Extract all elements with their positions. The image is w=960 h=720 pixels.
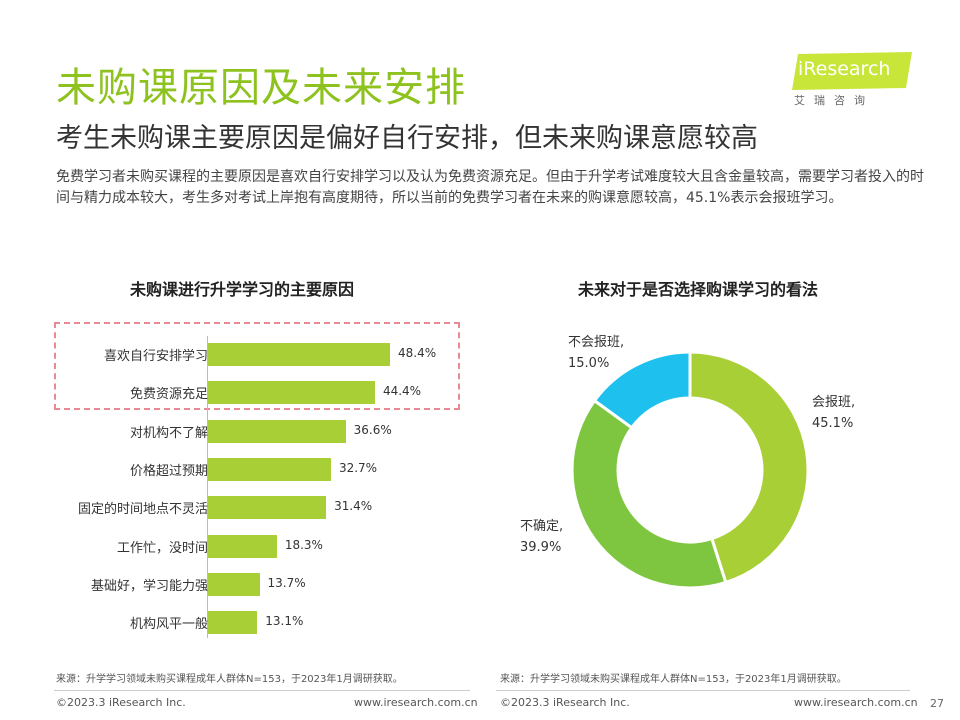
bar-value-label: 36.6% — [353, 422, 392, 437]
bar — [208, 572, 260, 596]
bar-category-label: 喜欢自行安排学习 — [103, 349, 208, 364]
bar-row: 价格超过预期 32.7% — [0, 455, 470, 483]
bar-value-label: 13.7% — [267, 575, 306, 590]
donut-slice-uncertain — [570, 398, 728, 590]
logo-text: iResearch — [798, 58, 891, 80]
slice-value: 15.0% — [568, 356, 610, 371]
bar-value-label: 13.1% — [265, 614, 304, 629]
bar — [208, 419, 346, 443]
bar-value-label: 31.4% — [334, 499, 373, 514]
source-note-right: 来源：升学学习领域未购买课程成年人群体N=153，于2023年1月调研获取。 — [500, 674, 847, 685]
bar-category-label: 免费资源充足 — [129, 387, 208, 403]
copyright-right: ©2023.3 iResearch Inc. — [500, 696, 630, 709]
bar-row: 对机构不了解 36.6% — [0, 417, 470, 445]
bar-category-label: 工作忙，没时间 — [116, 540, 208, 556]
copyright-left: ©2023.3 iResearch Inc. — [56, 696, 186, 709]
slice-name: 会报班, — [812, 395, 856, 410]
bar-row: 免费资源充足 44.4% — [0, 378, 470, 406]
logo-badge — [792, 52, 912, 90]
bar — [208, 611, 258, 635]
bar-category-label: 基础好，学习能力强 — [90, 578, 208, 594]
page-number: 27 — [930, 697, 944, 710]
bar-row: 喜欢自行安排学习 48.4% — [0, 340, 470, 368]
donut-chart-title: 未来对于是否选择购课学习的看法 — [578, 280, 819, 299]
bar — [208, 496, 327, 520]
highlight-box — [54, 322, 460, 410]
bar — [208, 381, 375, 405]
logo-subtext: 艾瑞咨询 — [794, 94, 874, 107]
slice-value: 39.9% — [520, 540, 562, 555]
page-title: 未购课原因及未来安排 — [56, 65, 466, 111]
bar-row: 机构风平一般 13.1% — [0, 608, 470, 636]
iresearch-logo: iResearch 艾瑞咨询 — [784, 50, 912, 110]
bar-row: 固定的时间地点不灵活 31.4% — [0, 493, 470, 521]
bar-value-label: 44.4% — [382, 384, 422, 399]
bar-row: 工作忙，没时间 18.3% — [0, 532, 470, 560]
page-subtitle: 考生未购课主要原因是偏好自行安排，但未来购课意愿较高 — [56, 123, 758, 154]
summary-paragraph: 免费学习者未购买课程的主要原因是喜欢自行安排学习以及认为免费资源充足。但由于升学… — [56, 169, 924, 206]
bar-category-label: 价格超过预期 — [129, 463, 208, 479]
website-link-right[interactable]: www.iresearch.com.cn — [794, 696, 918, 709]
source-note-left: 来源：升学学习领域未购买课程成年人群体N=153，于2023年1月调研获取。 — [56, 674, 403, 685]
bar-category-label: 机构风平一般 — [129, 617, 208, 633]
website-link-left[interactable]: www.iresearch.com.cn — [354, 696, 478, 709]
bar — [208, 457, 331, 481]
bar-value-label: 48.4% — [398, 346, 437, 360]
bar-value-label: 32.7% — [338, 460, 378, 475]
bar-category-label: 对机构不了解 — [129, 425, 208, 441]
bar-axis-line — [207, 336, 208, 638]
slice-label-will-not-enroll: 不会报班, 15.0% — [568, 332, 624, 374]
slice-name: 不会报班, — [568, 335, 625, 350]
bar-category-label: 固定的时间地点不灵活 — [77, 502, 208, 518]
logo-shape — [792, 52, 912, 90]
bar-chart-title: 未购课进行升学学习的主要原因 — [130, 280, 355, 299]
bar — [208, 343, 390, 366]
slice-name: 不确定, — [520, 519, 564, 534]
donut-slice-will-enroll — [688, 350, 810, 585]
footer-divider-right — [496, 690, 910, 691]
donut-chart — [570, 350, 810, 590]
footer-divider-left — [54, 690, 470, 691]
bar-row: 基础好，学习能力强 13.7% — [0, 570, 470, 598]
slice-value: 45.1% — [812, 416, 854, 431]
bar — [208, 534, 277, 558]
slice-label-uncertain: 不确定, 39.9% — [520, 516, 563, 558]
donut-slice-will-not-enroll — [592, 350, 692, 430]
bar-value-label: 18.3% — [284, 537, 323, 552]
slice-label-will-enroll: 会报班, 45.1% — [812, 392, 855, 434]
